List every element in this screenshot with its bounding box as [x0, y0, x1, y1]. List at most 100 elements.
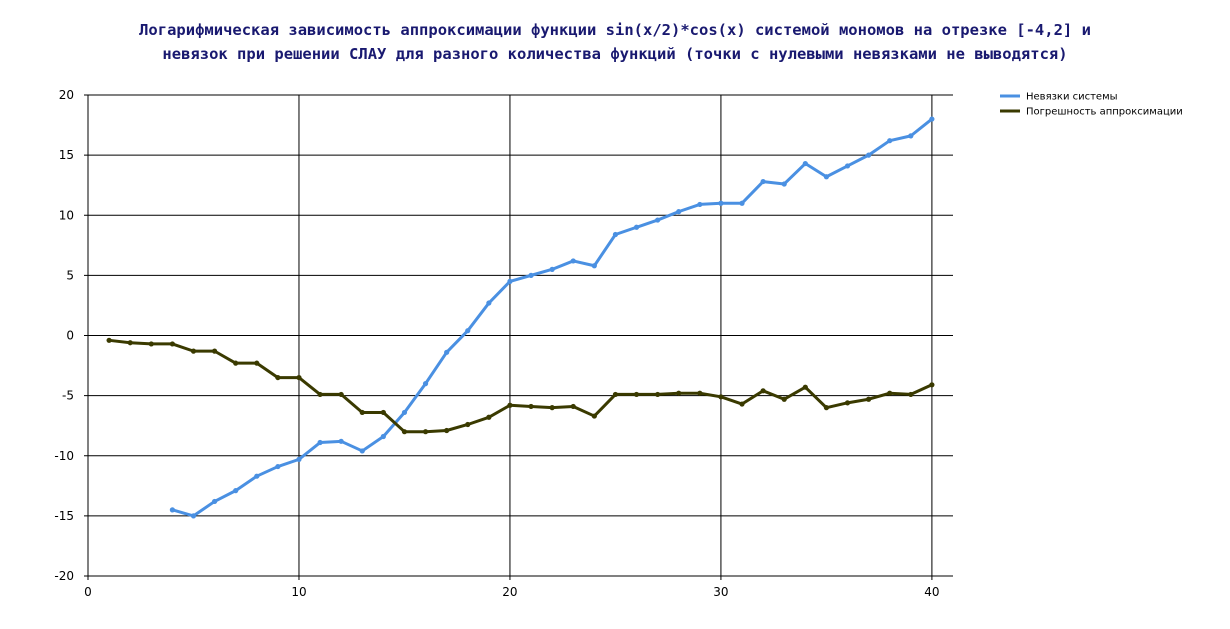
data-point [338, 438, 344, 444]
data-point [929, 382, 935, 388]
data-point [929, 116, 935, 122]
series-group [106, 116, 935, 519]
data-point [844, 163, 851, 169]
data-point [655, 217, 661, 223]
data-point [359, 448, 365, 454]
data-point [528, 403, 534, 410]
data-point [444, 427, 450, 434]
data-point [401, 429, 408, 435]
y-tick-label: 15 [59, 148, 74, 162]
data-point [549, 405, 555, 411]
data-point [275, 374, 281, 381]
x-tick-label: 20 [502, 585, 517, 599]
data-point [633, 224, 640, 230]
data-point [718, 200, 724, 206]
data-point [296, 456, 302, 462]
data-point [676, 209, 682, 215]
chart-title: Логарифмическая зависимость аппроксимаци… [0, 18, 1230, 66]
data-point [866, 152, 872, 158]
data-point [908, 133, 914, 139]
data-point [359, 409, 365, 416]
data-point [254, 360, 260, 366]
tick-labels: 20 15 10 5 0 -5 -10 -15 -20 0 10 20 30 40 [54, 88, 939, 599]
data-point [169, 507, 175, 513]
data-point [233, 488, 239, 494]
data-point [570, 403, 576, 410]
data-point [887, 390, 893, 396]
x-tick-label: 10 [291, 585, 306, 599]
data-point [844, 400, 851, 406]
chart-title-line-1: Логарифмическая зависимость аппроксимаци… [139, 21, 1091, 39]
data-point [401, 409, 408, 416]
x-tick-label: 0 [84, 585, 92, 599]
axes [84, 94, 953, 580]
data-point [190, 513, 197, 519]
data-point [486, 300, 492, 306]
series-line-0 [170, 117, 934, 518]
data-point [507, 278, 513, 284]
data-point [760, 388, 766, 394]
grid [88, 94, 953, 576]
y-tick-label: -20 [54, 569, 74, 583]
legend-label: Погрешность аппроксимации [1026, 107, 1183, 118]
data-point [444, 349, 450, 355]
data-point [697, 390, 703, 396]
data-point [169, 341, 175, 347]
data-point [465, 421, 471, 428]
data-point [148, 341, 154, 347]
data-point [866, 396, 872, 402]
data-point [591, 413, 597, 419]
y-tick-label: 10 [59, 208, 74, 222]
data-point [296, 374, 302, 381]
data-point [549, 266, 555, 272]
y-tick-label: 5 [66, 268, 74, 282]
data-point [422, 429, 429, 435]
data-point [233, 360, 239, 366]
data-point [317, 439, 323, 446]
data-point [802, 160, 808, 167]
data-point [275, 463, 281, 470]
data-point [655, 391, 661, 398]
data-point [465, 328, 471, 334]
y-tick-label: -10 [54, 449, 74, 463]
data-point [528, 272, 534, 278]
data-point [697, 201, 703, 208]
data-point [317, 391, 323, 398]
data-point [908, 391, 914, 398]
series-line-1 [107, 338, 934, 434]
y-tick-label: 20 [59, 88, 74, 102]
data-point [760, 178, 766, 185]
data-point [802, 384, 808, 390]
x-tick-label: 30 [713, 585, 728, 599]
data-point [422, 381, 429, 387]
data-point [106, 337, 112, 343]
data-point [781, 181, 787, 187]
data-point [739, 401, 745, 407]
data-point [380, 433, 386, 440]
data-point [676, 390, 682, 396]
data-point [781, 396, 787, 402]
y-tick-label: -15 [54, 509, 74, 523]
data-point [338, 391, 344, 398]
data-point [612, 231, 619, 238]
data-point [591, 263, 597, 269]
data-point [739, 200, 745, 206]
data-point [823, 405, 830, 411]
chart-title-line-2: невязок при решении СЛАУ для разного кол… [162, 45, 1068, 63]
data-point [633, 391, 640, 398]
data-point [127, 340, 133, 346]
data-point [570, 258, 576, 264]
data-point [823, 174, 830, 180]
data-point [211, 498, 218, 505]
data-point [612, 391, 619, 398]
x-tick-label: 40 [924, 585, 939, 599]
data-point [211, 348, 218, 354]
data-point [718, 394, 724, 400]
data-point [190, 348, 197, 354]
y-tick-label: 0 [66, 329, 74, 343]
data-point [254, 473, 260, 479]
legend: Невязки системы Погрешность аппроксимации [1000, 92, 1183, 118]
data-point [486, 414, 492, 420]
data-point [507, 402, 513, 408]
